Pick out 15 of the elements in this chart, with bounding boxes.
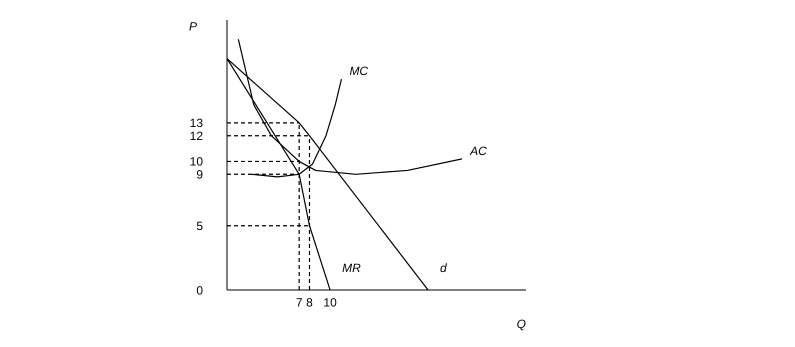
y-tick-label: 9	[196, 168, 204, 182]
series-label: MC	[349, 64, 368, 78]
y-tick-label: 10	[190, 154, 204, 169]
series-label: MR	[342, 261, 362, 275]
x-tick-label: 7	[296, 296, 303, 310]
y-axis-title: P	[189, 20, 198, 34]
y-tick-label: 13	[190, 116, 204, 130]
x-tick-label: 8	[306, 296, 314, 310]
y-tick-label: 5	[196, 218, 204, 233]
series-label: d	[440, 261, 448, 275]
x-tick-label: 10	[323, 296, 338, 310]
y-tick-label: 12	[190, 128, 204, 143]
y-tick-label: 0	[196, 283, 204, 298]
x-axis-title: Q	[516, 317, 526, 331]
series-label: AC	[469, 144, 488, 158]
